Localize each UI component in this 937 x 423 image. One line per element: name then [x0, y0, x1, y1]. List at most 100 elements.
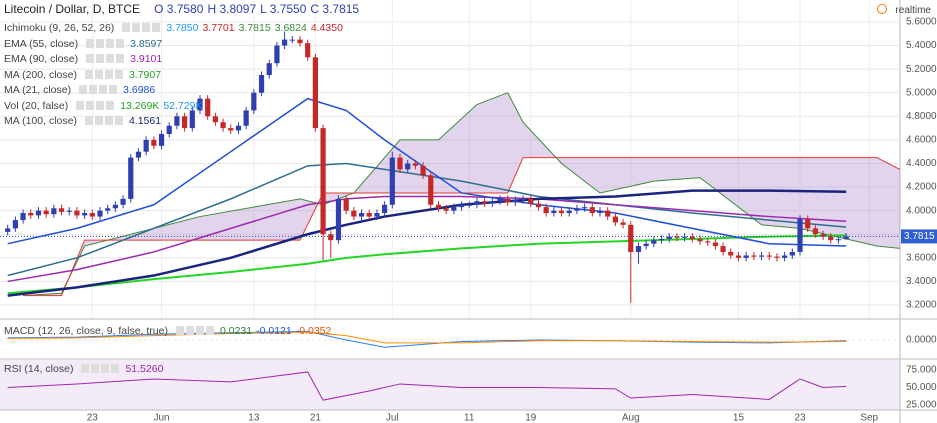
- ohlc-value: O 3.7580: [154, 2, 204, 16]
- candle-body: [135, 151, 142, 158]
- candle-body: [35, 210, 42, 216]
- legend-icons: [81, 364, 122, 373]
- legend-row: Vol (20, false) 13.269K 52.729K: [4, 99, 206, 113]
- candle-body: [243, 110, 249, 126]
- candle-body: [351, 210, 357, 217]
- candle-body: [482, 201, 488, 204]
- candle-body: [805, 218, 811, 229]
- candle-body: [335, 198, 342, 241]
- legend-value: -0.0121: [256, 325, 292, 337]
- x-tick-label: 23: [794, 413, 806, 423]
- candle-body: [343, 198, 349, 211]
- candle-body: [697, 238, 703, 242]
- candle-body: [620, 222, 626, 225]
- candle-body: [151, 139, 157, 146]
- legend-value: 52.729K: [163, 99, 203, 112]
- candle-body: [728, 251, 734, 256]
- y-tick-label: 3.4000: [906, 276, 937, 287]
- candle-body: [66, 210, 72, 212]
- legend-label: MACD (12, 26, close, 9, false, true): [4, 325, 168, 337]
- candle-body: [128, 157, 134, 199]
- candle-body: [82, 213, 88, 216]
- candle-body: [205, 98, 211, 117]
- legend-label: MA (100, close): [4, 115, 77, 127]
- legend-row: Ichimoku (9, 26, 52, 26) 3.7850 3.7701 3.78…: [4, 21, 347, 35]
- candle-body: [28, 213, 34, 216]
- signal-line: [7, 331, 847, 344]
- candle-body: [674, 236, 680, 238]
- x-tick-label: 23: [87, 413, 99, 423]
- candle-body: [658, 238, 665, 241]
- candle-body: [282, 39, 288, 46]
- candle-body: [112, 204, 118, 209]
- legend-row: MACD (12, 26, close, 9, false, true) 0.02…: [4, 324, 335, 338]
- candle-body: [666, 236, 672, 239]
- candle-body: [551, 210, 557, 214]
- candle-body: [597, 210, 603, 214]
- candle-body: [466, 204, 472, 206]
- legend-label: EMA (55, close): [4, 37, 79, 50]
- candle-body: [605, 210, 611, 217]
- candle-body: [228, 128, 234, 131]
- x-tick-label: Sep: [860, 413, 878, 423]
- candle-body: [189, 110, 195, 129]
- x-tick-label: Aug: [622, 413, 640, 423]
- candle-body: [182, 116, 188, 129]
- x-tick-label: Jun: [153, 413, 169, 423]
- y-tick-label: 4.6000: [906, 135, 937, 146]
- y-tick-label: 75.0000: [906, 364, 937, 375]
- candle-body: [43, 210, 49, 215]
- legend-row: EMA (55, close) 3.8597: [4, 37, 166, 51]
- x-tick-label: 13: [248, 413, 260, 423]
- candle-body: [266, 63, 272, 76]
- rsi-background: [0, 360, 900, 410]
- candle-body: [574, 208, 580, 211]
- candle-body: [251, 92, 257, 111]
- legend-value: 3.7701: [202, 22, 235, 34]
- candle-body: [197, 98, 203, 111]
- moving-average: [7, 162, 847, 277]
- candle-body: [312, 57, 318, 129]
- candle-body: [443, 208, 449, 211]
- candle-body: [120, 198, 126, 205]
- y-tick-label: 5.6000: [906, 17, 937, 28]
- candle-body: [12, 220, 18, 229]
- candle-body: [497, 198, 503, 202]
- y-tick-label: 50.0000: [906, 382, 937, 393]
- candle-body: [543, 207, 549, 214]
- candle-body: [58, 208, 65, 212]
- candle-body: [582, 207, 588, 209]
- candle-body: [766, 255, 772, 257]
- legend-icons: [122, 23, 163, 32]
- x-tick-label: 11: [464, 413, 475, 423]
- candle-body: [374, 213, 380, 217]
- candle-body: [274, 45, 280, 64]
- candle-body: [51, 208, 57, 215]
- legend-icons: [76, 100, 117, 110]
- x-tick-label: 15: [733, 413, 745, 423]
- y-tick-label: 3.6000: [906, 252, 937, 263]
- rsi-line: [7, 371, 847, 401]
- candle-body: [651, 240, 657, 244]
- legend-label: EMA (90, close): [4, 53, 79, 65]
- legend-icons: [86, 38, 127, 48]
- legend-value: 3.6824: [274, 22, 307, 34]
- legend-value: 3.6986: [123, 84, 156, 96]
- y-tick-label: 5.0000: [906, 87, 937, 98]
- candle-body: [528, 198, 534, 204]
- y-tick-label: 4.0000: [906, 205, 937, 216]
- candle-body: [782, 255, 788, 258]
- legend-value: 4.1561: [128, 115, 162, 127]
- legend-value: 3.7907: [128, 68, 162, 81]
- candle-body: [635, 246, 642, 252]
- candle-body: [705, 241, 711, 243]
- legend-value: 0.0231: [219, 325, 253, 337]
- ohlc-value: L 3.7550: [260, 2, 307, 16]
- legend-label: RSI (14, close): [4, 363, 74, 375]
- legend-value: 51.5260: [125, 363, 164, 375]
- x-tick-label: 19: [525, 413, 537, 423]
- candle-body: [689, 236, 695, 239]
- legend-value: 4.4350: [310, 22, 343, 34]
- y-tick-label: 4.2000: [906, 182, 937, 193]
- candle-body: [20, 213, 26, 221]
